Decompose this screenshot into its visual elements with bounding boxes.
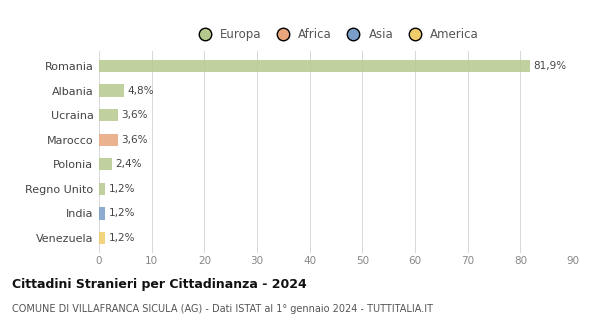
Legend: Europa, Africa, Asia, America: Europa, Africa, Asia, America [193, 28, 479, 41]
Text: 2,4%: 2,4% [115, 159, 142, 169]
Text: 81,9%: 81,9% [533, 61, 566, 71]
Text: 1,2%: 1,2% [109, 184, 135, 194]
Text: 3,6%: 3,6% [121, 135, 148, 145]
Text: COMUNE DI VILLAFRANCA SICULA (AG) - Dati ISTAT al 1° gennaio 2024 - TUTTITALIA.I: COMUNE DI VILLAFRANCA SICULA (AG) - Dati… [12, 304, 433, 314]
Text: 4,8%: 4,8% [127, 85, 154, 96]
Bar [99, 60, 530, 72]
Bar [99, 133, 118, 146]
Bar [99, 109, 118, 121]
Bar [99, 183, 106, 195]
Bar [99, 207, 106, 220]
Bar [99, 158, 112, 171]
Bar [99, 232, 106, 244]
Text: 1,2%: 1,2% [109, 208, 135, 219]
Text: 3,6%: 3,6% [121, 110, 148, 120]
Bar [99, 84, 124, 97]
Text: 1,2%: 1,2% [109, 233, 135, 243]
Text: Cittadini Stranieri per Cittadinanza - 2024: Cittadini Stranieri per Cittadinanza - 2… [12, 278, 307, 292]
